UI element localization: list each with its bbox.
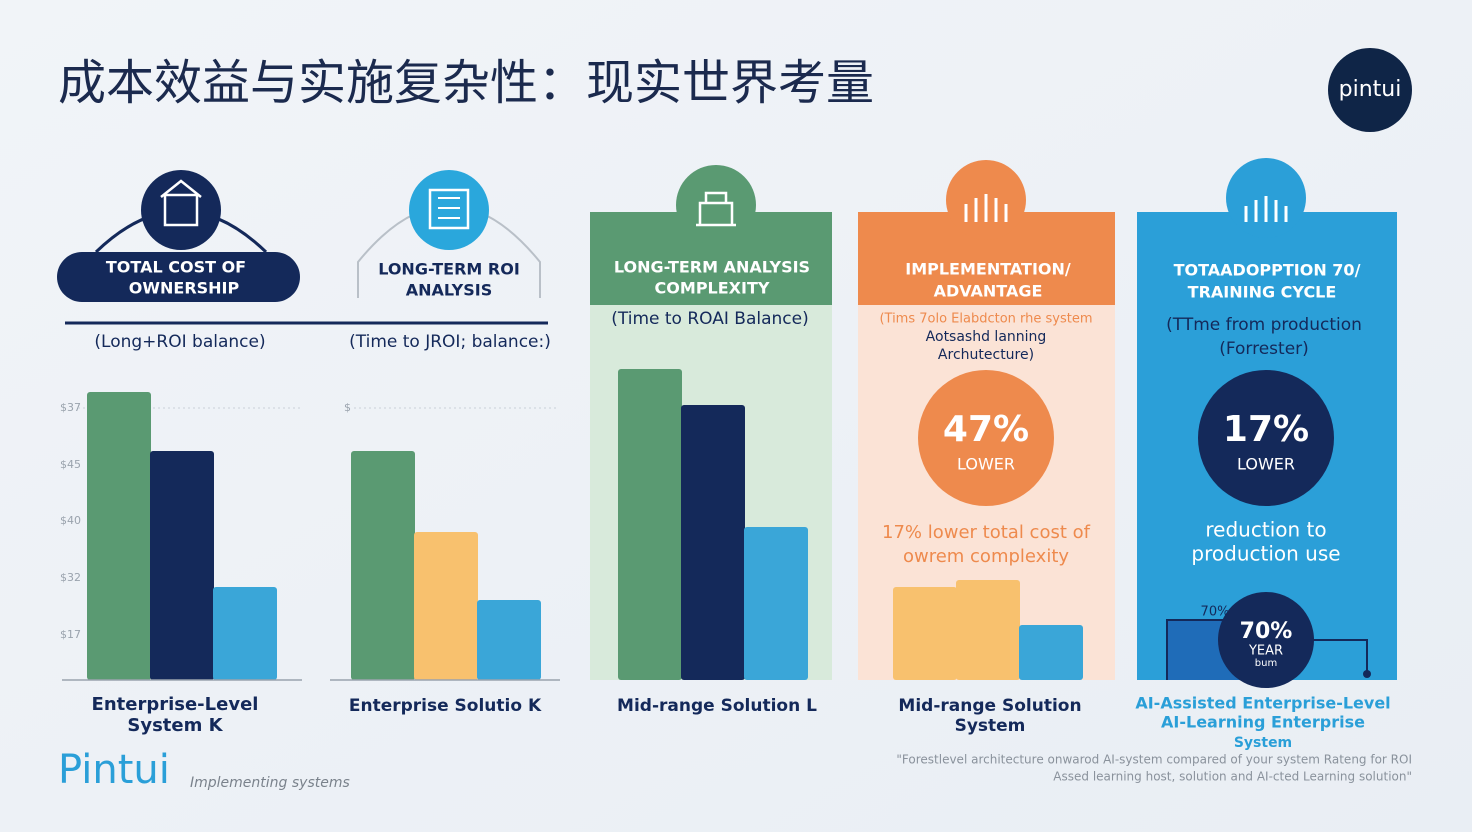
badge-circle — [1218, 592, 1314, 688]
stat-label: LOWER — [1237, 455, 1295, 474]
bar — [893, 587, 957, 680]
subtitle: Archutecture) — [938, 347, 1034, 363]
logo-badge — [1328, 48, 1412, 132]
heading: COMPLEXITY — [655, 279, 770, 298]
badge-line-text: bum — [1255, 658, 1277, 669]
subtitle: (Time to ROAI Balance) — [611, 309, 808, 329]
badge-line-text: YEAR — [1248, 644, 1283, 659]
icon — [141, 158, 1306, 250]
badge-top: 70% — [1201, 605, 1230, 620]
bar — [351, 451, 415, 680]
subtitle: (Tims 7olo Elabdcton rhe system — [879, 312, 1092, 327]
caption: production use — [1191, 542, 1340, 566]
bar-group-label: System K — [127, 715, 223, 736]
subtitle: (Time to JROI; balance:) — [349, 332, 551, 352]
heading: ADVANTAGE — [934, 282, 1043, 301]
subtitle: (TTme from production — [1166, 315, 1362, 335]
heading: ANALYSIS — [406, 281, 492, 300]
subtitle: Aotsashd lanning — [926, 329, 1047, 345]
logo: pintui — [1339, 77, 1402, 102]
heading: IMPLEMENTATION/ — [905, 260, 1071, 279]
axis-label: $32 — [60, 571, 81, 584]
bar-group-label: AI-Learning Enterprise — [1161, 713, 1365, 732]
bar — [87, 392, 151, 680]
bar — [681, 405, 745, 680]
bar — [414, 532, 478, 680]
heading: OWNERSHIP — [129, 279, 240, 298]
footnote: Assed learning host, solution and AI-cte… — [1053, 770, 1412, 784]
bar — [150, 451, 214, 680]
bar-group-label: Enterprise-Level — [92, 694, 259, 715]
axis-label: $37 — [60, 401, 81, 414]
heading: LONG-TERM ANALYSIS — [614, 258, 810, 277]
tagline: Implementing systems — [190, 775, 350, 791]
heading-pill — [57, 252, 300, 302]
bar — [956, 580, 1020, 680]
bar — [744, 527, 808, 680]
bar-group-label: Mid-range Solution — [898, 696, 1081, 716]
bar — [477, 600, 541, 680]
heading: TOTAADOPPTION 70/ — [1174, 261, 1361, 280]
stat-label: LOWER — [957, 455, 1015, 474]
caption: 17% lower total cost of — [882, 522, 1091, 543]
subtitle: (Long+ROI balance) — [94, 332, 265, 352]
bar — [213, 587, 277, 680]
bar-group-label: System — [1234, 735, 1292, 751]
stat-value: 17% — [1223, 409, 1309, 450]
axis-label: $ — [344, 401, 351, 414]
axis-label: $40 — [60, 514, 81, 527]
heading: LONG-TERM ROI — [378, 260, 520, 279]
axis-label: $45 — [60, 458, 81, 471]
stat-circle — [918, 370, 1054, 506]
bar — [1019, 625, 1083, 680]
title: 成本效益与实施复杂性：现实世界考量 — [58, 55, 874, 111]
bar-group-label: System — [955, 716, 1026, 736]
bar-group-label: Enterprise Solutio K — [349, 696, 542, 716]
heading: TOTAL COST OF — [106, 258, 246, 277]
bar — [618, 369, 682, 680]
caption: owrem complexity — [903, 546, 1069, 567]
subtitle: (Forrester) — [1219, 339, 1309, 359]
axis-label: $17 — [60, 628, 81, 641]
badge-value: 70% — [1240, 619, 1293, 644]
footnote: "Forestlevel architecture onwarod AI-sys… — [896, 753, 1412, 767]
caption: reduction to — [1205, 518, 1326, 542]
bar-group-label: AI-Assisted Enterprise-Level — [1135, 694, 1390, 713]
brand: Pintui — [58, 747, 170, 793]
heading: TRAINING CYCLE — [1188, 283, 1337, 302]
badge-dot — [1363, 670, 1371, 678]
bar-group-label: Mid-range Solution L — [617, 696, 817, 716]
bars — [87, 369, 1083, 680]
stat-circle — [1198, 370, 1334, 506]
stat-value: 47% — [943, 409, 1029, 450]
